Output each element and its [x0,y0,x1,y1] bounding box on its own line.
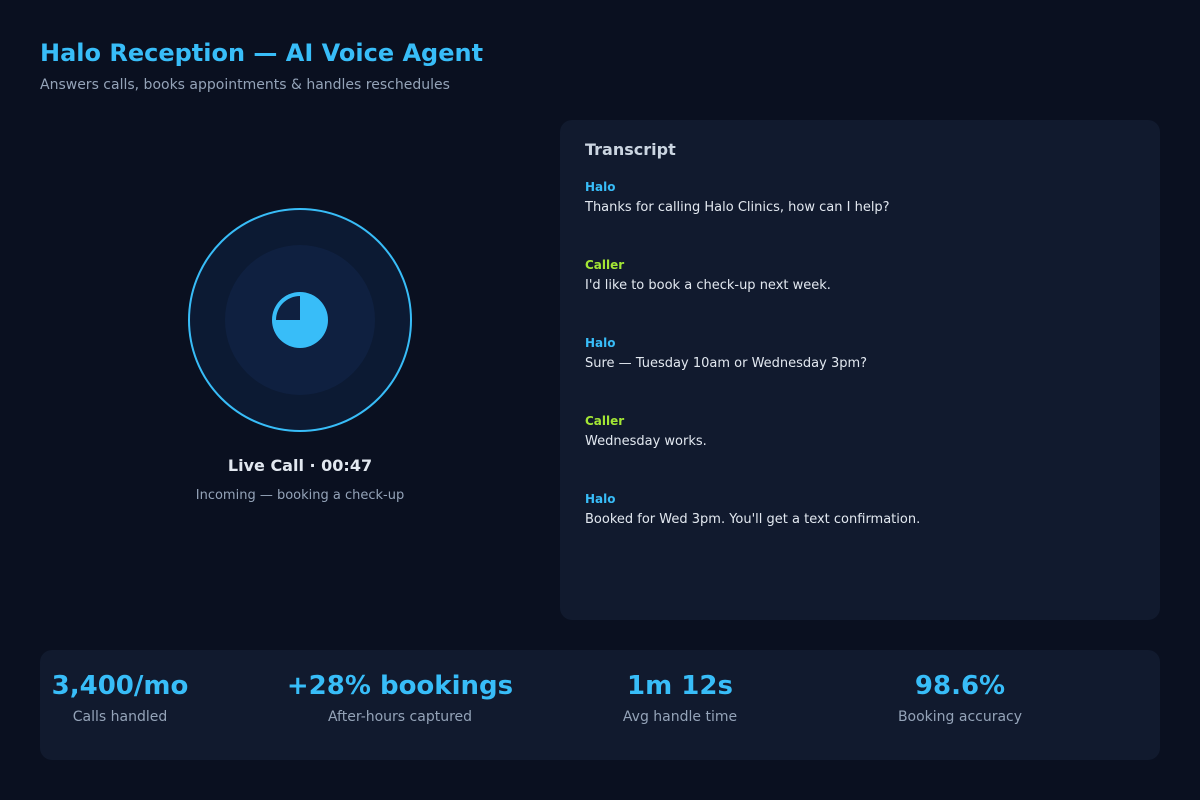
page-title: Halo Reception — AI Voice Agent [40,39,484,67]
call-status: Live Call · 00:47 [227,456,373,475]
transcript-message: Halo Sure — Tuesday 10am or Wednesday 3p… [585,336,867,372]
stat-value: 1m 12s [627,671,733,701]
live-call-panel: Live Call · 00:47 Incoming — booking a c… [150,208,450,504]
transcript-message: Caller I'd like to book a check-up next … [585,258,831,294]
message-text: Sure — Tuesday 10am or Wednesday 3pm? [585,356,868,371]
transcript-message: Halo Booked for Wed 3pm. You'll get a te… [585,492,920,528]
page-subtitle: Answers calls, books appointments & hand… [40,77,450,93]
message-speaker: Halo [585,336,616,350]
voice-orb [188,208,412,432]
stat-value: 3,400/mo [51,671,189,701]
stat-value: 98.6% [914,671,1006,701]
message-speaker: Caller [585,414,625,428]
voice-orb-inner [225,245,375,395]
message-speaker: Caller [585,258,625,272]
stat-handle-time: 1m 12s Avg handle time [540,670,820,726]
transcript-message: Caller Wednesday works. [585,414,707,450]
stats-bar: 3,400/mo Calls handled +28% bookings Aft… [40,650,1160,760]
stat-calls-handled: 3,400/mo Calls handled [0,670,260,726]
page-header: Halo Reception — AI Voice Agent Answers … [40,38,483,94]
message-text: Thanks for calling Halo Clinics, how can… [585,200,890,215]
stat-label: Calls handled [72,709,168,725]
stat-value: +28% bookings [286,671,514,701]
transcript-message: Halo Thanks for calling Halo Clinics, ho… [585,180,890,216]
message-text: Wednesday works. [585,434,707,449]
pie-icon [272,292,328,348]
stat-label: Booking accuracy [897,709,1023,725]
transcript-title: Transcript [585,140,676,159]
stat-label: Avg handle time [622,709,738,725]
message-text: I'd like to book a check-up next week. [585,278,831,293]
message-text: Booked for Wed 3pm. You'll get a text co… [585,512,921,527]
message-speaker: Halo [585,492,616,506]
message-speaker: Halo [585,180,616,194]
stat-after-hours: +28% bookings After-hours captured [260,670,540,726]
call-detail: Incoming — booking a check-up [195,488,405,503]
stat-label: After-hours captured [327,709,473,725]
stat-booking-accuracy: 98.6% Booking accuracy [820,670,1100,726]
transcript-panel[interactable]: Transcript Halo Thanks for calling Halo … [560,120,1160,620]
